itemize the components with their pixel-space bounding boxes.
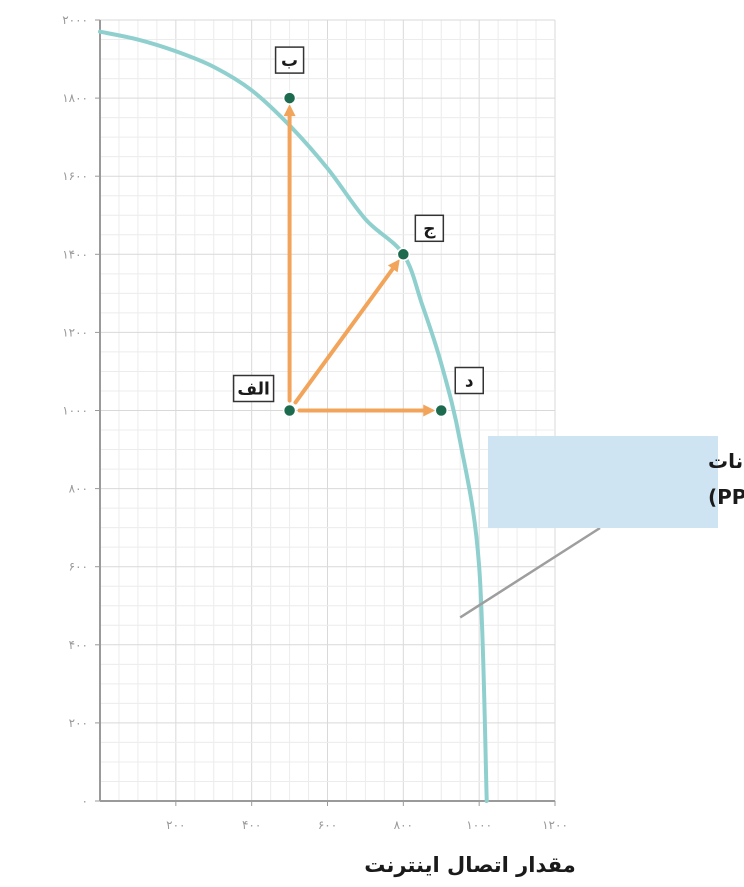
point-label: د [465,372,474,392]
arrow-head [283,104,296,117]
x-axis-label: مقدار اتصال اینترنت [364,853,575,877]
arrow-line [293,262,399,405]
ppf-curve [98,29,489,803]
y-tick-label: ۸۰۰ [69,482,88,496]
y-tick-label: ۴۰۰ [69,638,88,652]
y-tick-label: ۱۰۰۰ [62,404,88,418]
x-tick-label: ۸۰۰ [394,818,413,832]
arrow-head [387,259,400,273]
y-tick-label: ۱۶۰۰ [62,169,88,183]
arrows [283,104,436,417]
point-label-box [454,366,484,395]
ppf-annotation: منحنی مرز امکانات تولید(PPF) [459,436,744,619]
point-label: ج [423,219,436,239]
point-label-box [232,374,275,403]
ppf-curve-line [98,29,489,803]
callout-box [488,436,718,528]
point-label-box [274,46,305,74]
x-tick-label: ۴۰۰ [242,818,261,832]
point-marker [282,91,297,105]
x-tick-label: ۶۰۰ [318,818,337,832]
point-label: ب [281,51,298,71]
arrow-head [423,404,436,417]
y-tick-label: ۱۲۰۰ [62,325,88,339]
y-tick-label: ۰ [82,794,88,808]
y-tick-label: ۱۴۰۰ [62,247,88,261]
callout-text: منحنی مرز امکانات [708,449,744,473]
y-tick-label: ۲۰۰۰ [62,13,88,27]
callout-line [459,526,601,619]
point-label: الف [237,380,269,400]
point-label-box [414,214,445,243]
x-tick-label: ۱۲۰۰ [542,818,568,832]
point-marker [434,403,448,418]
tick-labels: ۰ ۲۰۰ ۴۰۰ ۶۰۰ ۸۰۰ ۱۰۰۰ ۱۲۰۰ ۱۴۰۰ ۱۶۰۰ ۱۸۰۰ ۲۰۰۰ ۲۰۰… [62,13,568,832]
point-marker [396,247,411,262]
callout-text: تولید(PPF) [708,485,744,509]
y-tick-label: ۶۰۰ [69,560,88,574]
x-tick-label: ۲۰۰ [166,818,185,832]
point-marker [282,403,297,418]
y-tick-label: ۲۰۰ [69,716,88,730]
x-tick-label: ۱۰۰۰ [466,818,492,832]
points: الف ب ج د [232,46,484,418]
y-tick-label: ۱۸۰۰ [62,91,88,105]
